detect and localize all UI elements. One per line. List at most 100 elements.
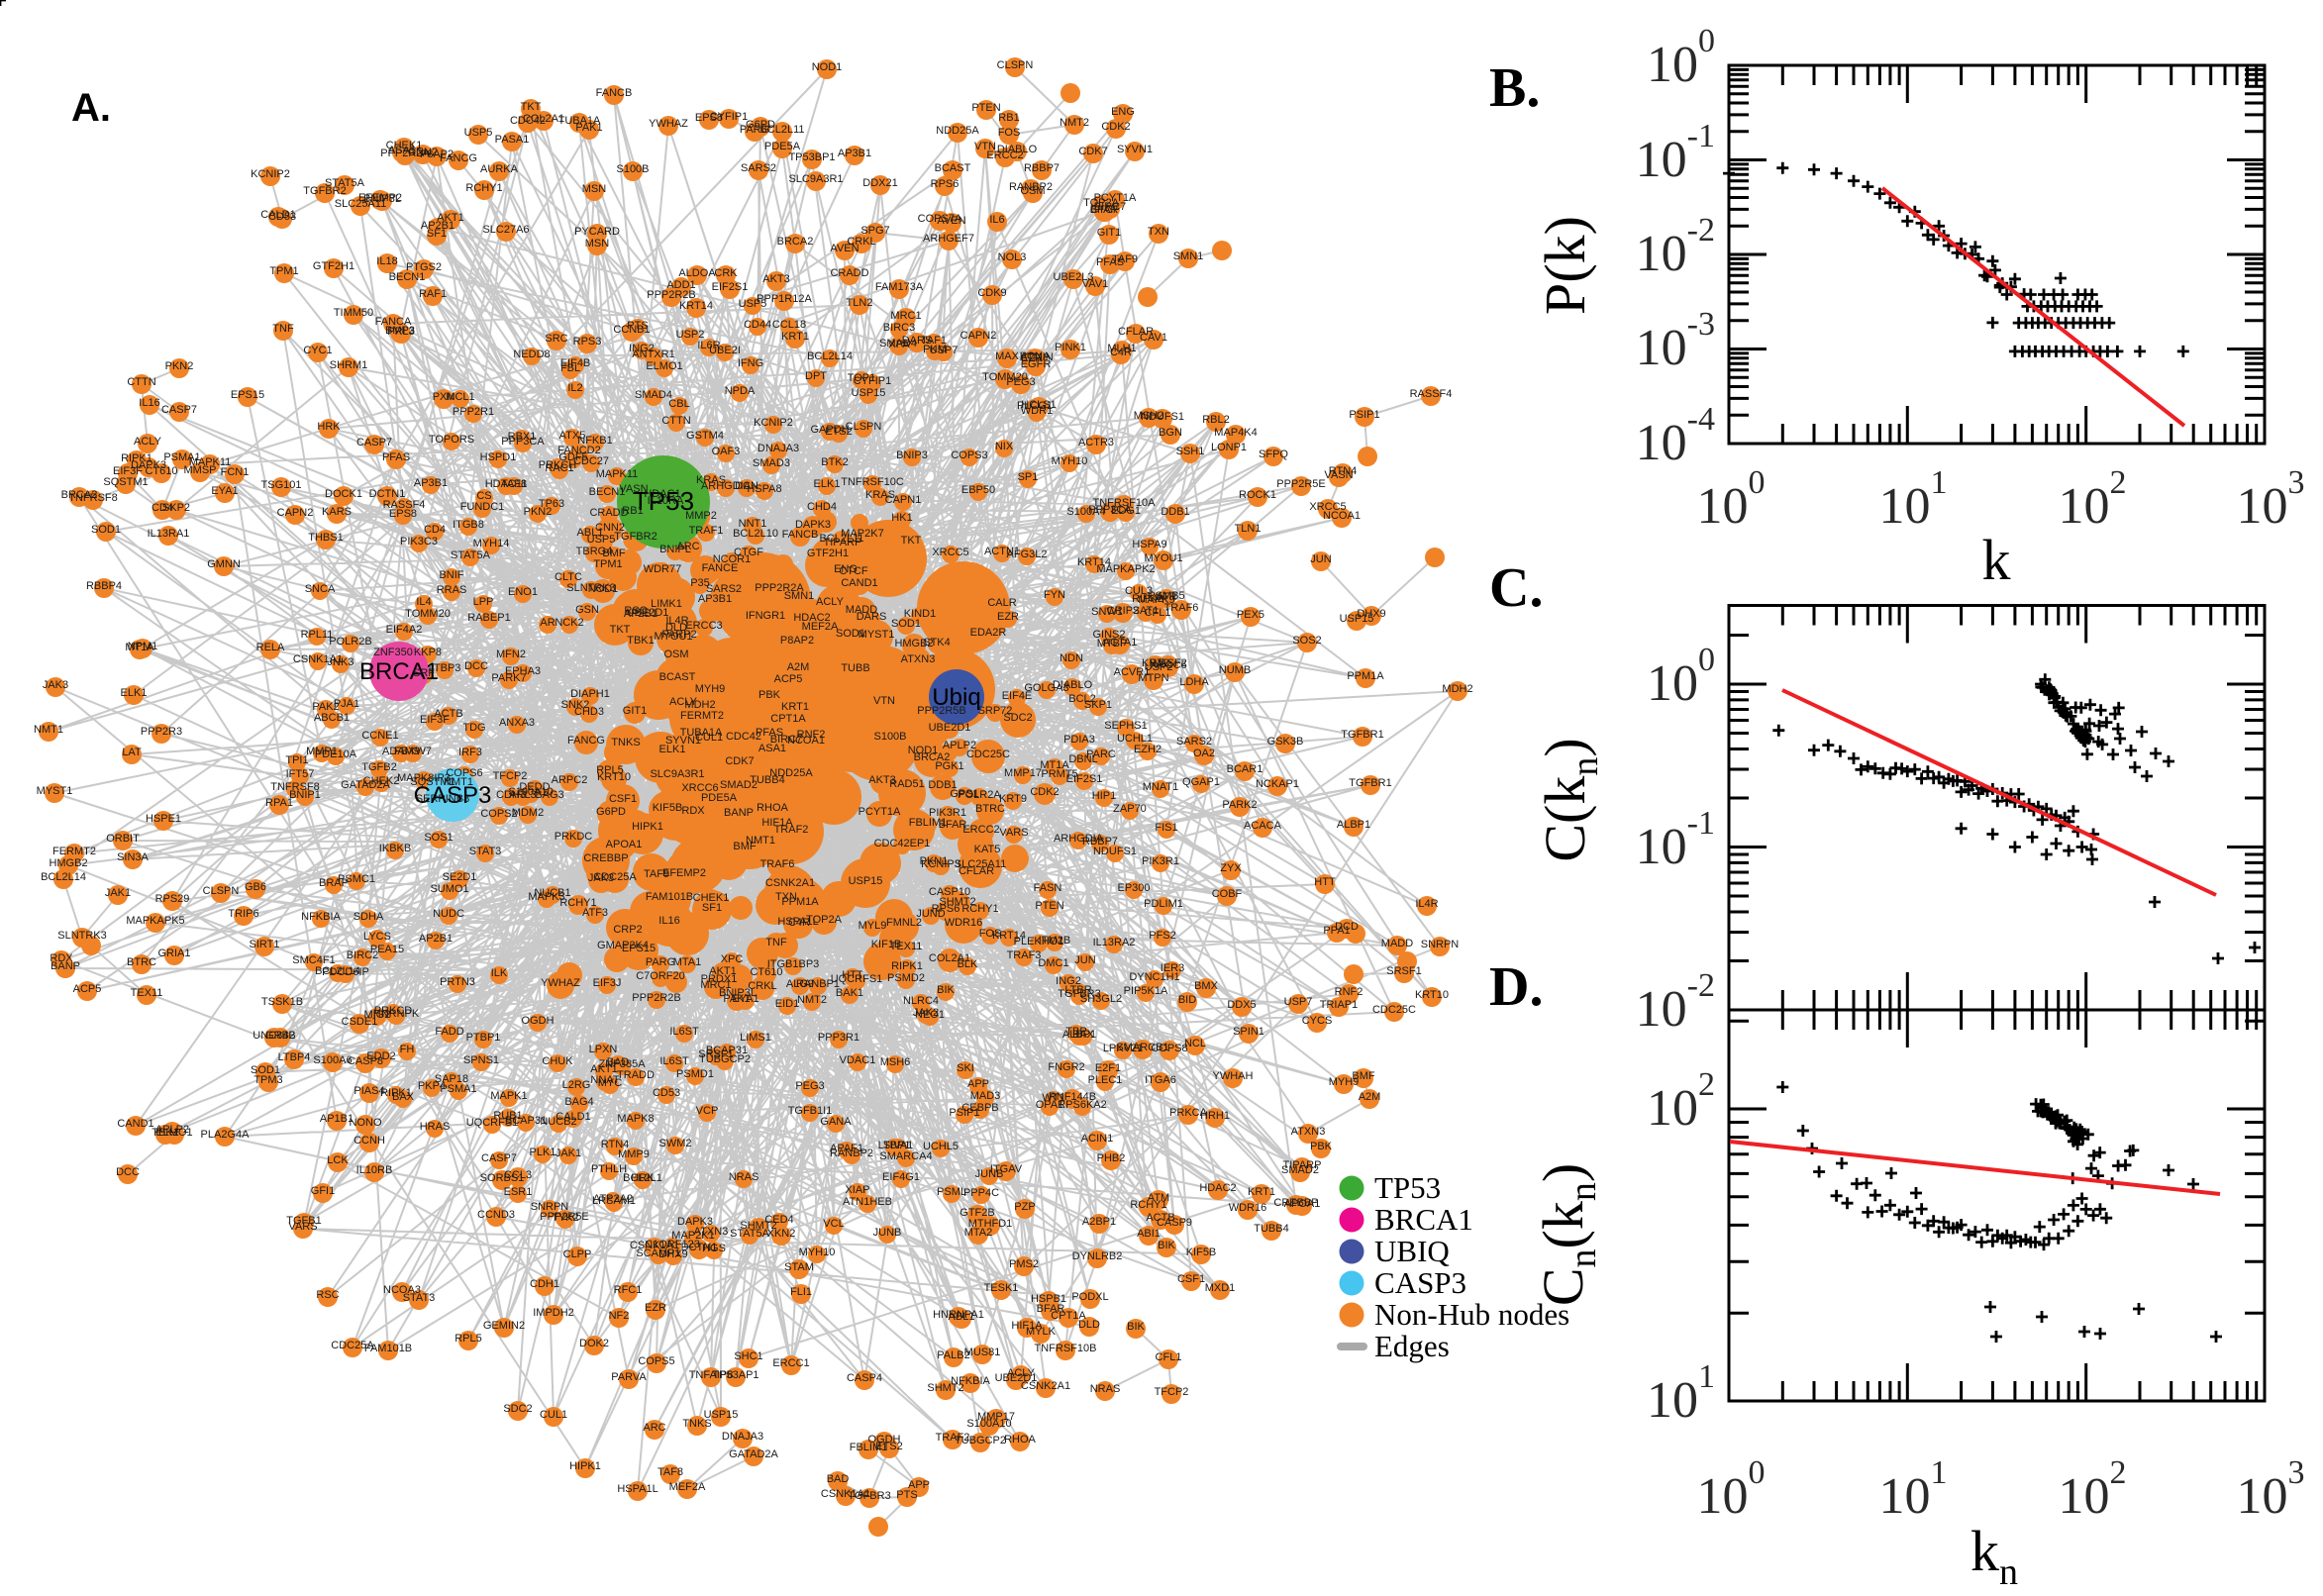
svg-text:AVEN: AVEN — [937, 215, 965, 227]
svg-text:CHD4: CHD4 — [807, 501, 837, 513]
svg-text:ELK1: ELK1 — [121, 687, 148, 699]
svg-text:100: 100 — [1697, 464, 1766, 535]
svg-text:CSF1: CSF1 — [609, 793, 637, 805]
svg-text:CDC42: CDC42 — [726, 731, 761, 743]
svg-text:CCL18: CCL18 — [772, 319, 806, 331]
svg-text:EZR: EZR — [1021, 352, 1043, 364]
svg-text:S100B: S100B — [873, 731, 906, 743]
svg-text:ADAM9: ADAM9 — [382, 746, 420, 757]
svg-text:EIF2S1: EIF2S1 — [712, 281, 749, 293]
svg-text:TXN: TXN — [1148, 226, 1169, 238]
svg-text:LPP: LPP — [473, 596, 494, 608]
svg-text:SLC27A6: SLC27A6 — [482, 224, 529, 236]
svg-text:FAM173A: FAM173A — [875, 281, 924, 293]
svg-text:BRCA1: BRCA1 — [1374, 1202, 1473, 1237]
svg-text:NDN: NDN — [1060, 652, 1083, 664]
svg-text:PSMD1: PSMD1 — [676, 1068, 714, 1080]
svg-text:COL2A1: COL2A1 — [523, 113, 564, 125]
svg-text:COBF: COBF — [1212, 888, 1243, 900]
svg-text:NMT2: NMT2 — [1060, 117, 1089, 129]
svg-text:CD4: CD4 — [152, 502, 173, 514]
svg-text:CEBPB: CEBPB — [961, 1102, 998, 1114]
svg-text:TAF8: TAF8 — [657, 1466, 683, 1478]
svg-text:B.: B. — [1489, 57, 1540, 119]
svg-text:EIF2S1: EIF2S1 — [1066, 773, 1103, 785]
svg-text:LTBP3: LTBP3 — [429, 662, 461, 674]
svg-text:NCOR1: NCOR1 — [713, 553, 752, 565]
svg-text:TRIP6: TRIP6 — [228, 908, 258, 920]
svg-text:ASA1: ASA1 — [758, 743, 786, 754]
svg-text:TGFBR1: TGFBR1 — [1341, 729, 1383, 741]
svg-text:CYCS: CYCS — [1302, 1015, 1333, 1027]
svg-text:TUBGCP2: TUBGCP2 — [955, 1435, 1006, 1446]
svg-text:EIF3J: EIF3J — [593, 977, 622, 989]
svg-text:GANA: GANA — [820, 1116, 852, 1128]
svg-text:HCLS1: HCLS1 — [1021, 399, 1056, 411]
svg-text:GIT1: GIT1 — [1097, 227, 1121, 239]
svg-text:DARS: DARS — [857, 611, 887, 623]
svg-text:ALBP1: ALBP1 — [1337, 819, 1370, 831]
svg-text:CASP9: CASP9 — [1157, 1217, 1192, 1229]
svg-text:PPP2R3: PPP2R3 — [141, 726, 182, 738]
svg-text:EYA1: EYA1 — [211, 485, 238, 497]
svg-text:GSN: GSN — [575, 604, 599, 616]
svg-text:CDH1: CDH1 — [530, 1278, 559, 1290]
svg-text:SIRT1: SIRT1 — [250, 939, 280, 950]
svg-text:MAP2K7: MAP2K7 — [841, 528, 883, 540]
svg-text:CD44: CD44 — [744, 319, 771, 331]
svg-text:SNRPN: SNRPN — [1421, 939, 1460, 950]
svg-text:CSNK2A1: CSNK2A1 — [765, 877, 815, 889]
svg-text:P35: P35 — [690, 577, 710, 589]
svg-text:RPS3: RPS3 — [573, 336, 602, 348]
svg-text:CLSPN: CLSPN — [997, 59, 1034, 71]
svg-text:ATF3: ATF3 — [582, 907, 608, 919]
svg-text:RCHY1: RCHY1 — [465, 182, 502, 194]
svg-text:XIAP: XIAP — [845, 1184, 869, 1196]
svg-text:KIF5B: KIF5B — [653, 802, 683, 814]
svg-text:LTBP1: LTBP1 — [878, 1140, 911, 1151]
svg-text:SMARCA4: SMARCA4 — [879, 1150, 932, 1162]
svg-text:UBIQ: UBIQ — [1374, 1234, 1450, 1268]
svg-text:101: 101 — [1879, 464, 1948, 535]
svg-text:TOP1: TOP1 — [848, 372, 876, 384]
svg-text:C.: C. — [1489, 557, 1543, 619]
svg-text:BGN: BGN — [1159, 427, 1182, 439]
svg-text:SYVN1: SYVN1 — [1117, 144, 1153, 155]
svg-text:CDK7: CDK7 — [1078, 146, 1107, 157]
svg-text:APOA1: APOA1 — [1284, 1198, 1321, 1210]
svg-text:KRAS: KRAS — [865, 489, 895, 501]
svg-text:HSPA9: HSPA9 — [1132, 539, 1166, 550]
svg-text:LAT: LAT — [122, 747, 142, 758]
svg-text:CSF1: CSF1 — [1177, 1273, 1205, 1285]
svg-text:SUMO1: SUMO1 — [430, 883, 468, 895]
svg-text:TBP: TBP — [1065, 1026, 1086, 1038]
svg-text:SQSTM1: SQSTM1 — [103, 476, 148, 488]
svg-text:MYH14: MYH14 — [473, 538, 510, 549]
svg-text:MYH10: MYH10 — [799, 1247, 836, 1258]
svg-text:RHOA: RHOA — [1004, 1434, 1036, 1446]
svg-text:TNF: TNF — [765, 937, 787, 948]
svg-text:UBE2L3: UBE2L3 — [1054, 271, 1094, 283]
svg-text:APLP2: APLP2 — [155, 1124, 189, 1136]
svg-text:HSPD1: HSPD1 — [480, 451, 517, 463]
svg-text:PRKDC: PRKDC — [555, 831, 593, 843]
svg-text:KAT5: KAT5 — [974, 844, 1001, 855]
svg-text:BCL2L1: BCL2L1 — [623, 1172, 662, 1184]
svg-text:VASN: VASN — [1324, 469, 1353, 481]
svg-text:CTTN: CTTN — [661, 415, 690, 427]
svg-text:MEF2A: MEF2A — [802, 621, 839, 633]
svg-text:ACTR3: ACTR3 — [1078, 437, 1114, 449]
svg-text:USP7: USP7 — [1284, 996, 1313, 1008]
svg-text:PIK3C3: PIK3C3 — [400, 536, 438, 548]
svg-text:ACLY: ACLY — [134, 436, 162, 448]
svg-text:PBK: PBK — [1310, 1141, 1333, 1152]
svg-text:ATN1HEB: ATN1HEB — [843, 1196, 892, 1208]
svg-text:MT1A: MT1A — [1040, 759, 1069, 771]
svg-text:CASP7: CASP7 — [161, 404, 197, 416]
svg-text:ACTA1: ACTA1 — [1103, 637, 1138, 648]
svg-text:BNIP3: BNIP3 — [896, 449, 928, 461]
svg-text:RNF2: RNF2 — [1335, 986, 1364, 998]
svg-text:NFKB1: NFKB1 — [577, 435, 612, 447]
svg-text:CCNH: CCNH — [354, 1135, 385, 1147]
svg-text:PSML: PSML — [937, 1186, 966, 1198]
